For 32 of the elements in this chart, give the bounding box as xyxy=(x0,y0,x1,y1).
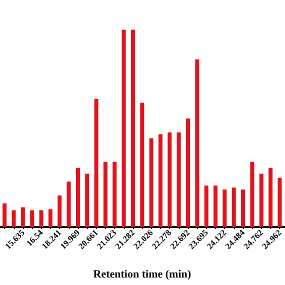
bar xyxy=(103,162,108,227)
bar xyxy=(259,174,264,227)
bar xyxy=(195,59,200,227)
bar xyxy=(85,174,90,227)
bar xyxy=(268,168,273,227)
bar xyxy=(140,102,144,227)
bar xyxy=(214,186,218,227)
bar xyxy=(94,98,98,227)
bar xyxy=(130,30,135,227)
bar xyxy=(241,190,246,227)
bar xyxy=(48,209,52,227)
bar xyxy=(222,190,227,227)
bar xyxy=(66,182,71,227)
bar xyxy=(20,207,25,227)
bar xyxy=(2,203,7,227)
bar xyxy=(232,188,236,227)
bar xyxy=(30,210,34,227)
bar xyxy=(204,186,208,227)
bar xyxy=(122,30,126,227)
bar xyxy=(149,138,154,227)
bar xyxy=(278,178,282,227)
bar xyxy=(39,210,44,227)
bar xyxy=(76,168,80,227)
bar xyxy=(176,132,181,227)
bar xyxy=(112,162,117,227)
x-axis-title: Retention time (min) xyxy=(93,268,192,280)
bar xyxy=(12,210,16,227)
bar xyxy=(58,195,62,227)
bar xyxy=(168,132,172,227)
bar xyxy=(158,134,162,227)
bar xyxy=(250,162,254,227)
bar xyxy=(186,118,190,227)
